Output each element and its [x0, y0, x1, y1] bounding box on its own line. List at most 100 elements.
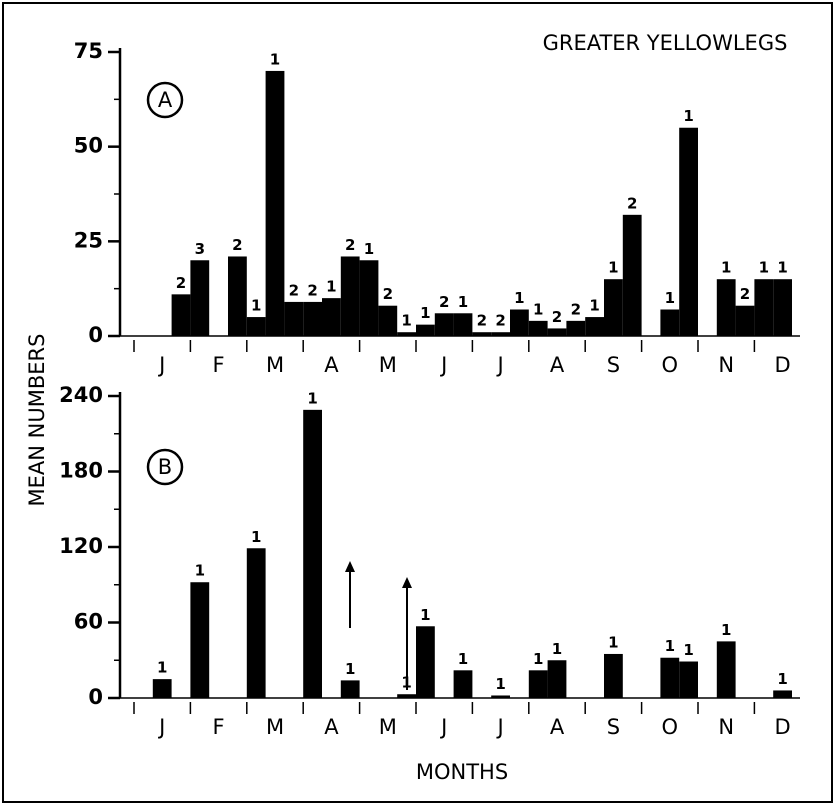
- sample-size-label: 1: [307, 389, 317, 407]
- bar: [284, 301, 304, 336]
- bar: [716, 641, 736, 698]
- bar: [152, 679, 172, 698]
- x-tick-label: A: [324, 353, 339, 377]
- sample-size-label: 1: [420, 304, 430, 322]
- bar: [604, 653, 623, 698]
- x-tick-label: J: [157, 353, 165, 377]
- sample-size-label: 3: [195, 240, 205, 258]
- x-axis-label: MONTHS: [416, 760, 508, 784]
- sample-size-label: 1: [495, 675, 505, 693]
- y-axis-label: MEAN NUMBERS: [25, 334, 49, 507]
- sample-size-label: 2: [439, 293, 449, 311]
- sample-size-label: 2: [289, 281, 299, 299]
- sample-size-label: 1: [533, 300, 543, 318]
- bar: [604, 279, 623, 336]
- sample-size-label: 2: [740, 285, 750, 303]
- bar: [171, 294, 191, 336]
- sample-size-label: 1: [533, 650, 543, 668]
- bar: [660, 657, 680, 698]
- sample-size-label: 1: [195, 562, 205, 580]
- bar: [528, 320, 548, 336]
- sample-size-label: 1: [251, 297, 261, 315]
- x-tick-label: F: [213, 353, 225, 377]
- sample-size-label: 1: [777, 670, 787, 688]
- sample-size-label: 1: [683, 107, 693, 125]
- y-tick-label: 60: [74, 610, 103, 634]
- x-tick-label: M: [379, 715, 397, 739]
- bar: [246, 548, 266, 698]
- bar: [660, 309, 680, 336]
- bar: [528, 670, 548, 698]
- x-tick-label: A: [324, 715, 339, 739]
- panel-label: B: [158, 455, 172, 479]
- sample-size-label: 1: [458, 650, 468, 668]
- bar: [322, 298, 341, 336]
- sample-size-label: 1: [608, 633, 618, 651]
- arrow: [402, 577, 412, 690]
- x-tick-label: J: [495, 353, 503, 377]
- sample-size-label: 1: [665, 289, 675, 307]
- y-tick-label: 25: [74, 228, 103, 252]
- panel-circle: [146, 81, 184, 119]
- y-tick-label: 75: [74, 39, 103, 63]
- sample-size-label: 1: [721, 259, 731, 277]
- sample-size-label: 1: [401, 674, 411, 692]
- bar: [453, 670, 473, 698]
- sample-size-label: 1: [759, 259, 769, 277]
- x-tick-label: O: [662, 353, 679, 377]
- x-tick-label: M: [266, 715, 284, 739]
- bar: [246, 317, 266, 336]
- x-tick-label: M: [266, 353, 284, 377]
- bar: [397, 694, 416, 698]
- x-tick-label: S: [607, 715, 620, 739]
- chart-title: GREATER YELLOWLEGS: [543, 31, 788, 55]
- bar: [585, 317, 604, 336]
- bar: [359, 260, 379, 336]
- bar: [190, 260, 210, 336]
- panel-circle: [146, 448, 184, 486]
- y-tick-label: 180: [59, 459, 103, 483]
- sample-size-label: 1: [345, 660, 355, 678]
- x-tick-label: J: [495, 715, 503, 739]
- x-tick-label: N: [718, 353, 734, 377]
- sample-size-label: 1: [721, 621, 731, 639]
- x-tick-label: A: [550, 353, 565, 377]
- sample-size-label: 2: [232, 236, 242, 254]
- x-tick-label: J: [439, 353, 447, 377]
- bar: [434, 313, 454, 336]
- bar: [228, 256, 247, 336]
- bar: [303, 301, 322, 336]
- bar: [679, 127, 698, 336]
- sample-size-label: 2: [383, 285, 393, 303]
- x-tick-label: D: [775, 715, 791, 739]
- x-tick-label: F: [213, 715, 225, 739]
- sample-size-label: 1: [270, 50, 280, 68]
- bar: [566, 320, 586, 336]
- sample-size-label: 1: [608, 259, 618, 277]
- sample-size-label: 1: [589, 297, 599, 315]
- arrow: [345, 561, 355, 628]
- sample-size-label: 2: [477, 312, 487, 330]
- x-tick-label: S: [607, 353, 620, 377]
- y-tick-label: 50: [74, 134, 103, 158]
- bar: [378, 305, 398, 336]
- bar: [773, 279, 792, 336]
- bar: [340, 256, 360, 336]
- y-tick-label: 240: [59, 383, 103, 407]
- x-tick-label: J: [439, 715, 447, 739]
- bar: [491, 695, 510, 698]
- bar: [754, 279, 774, 336]
- x-tick-label: O: [662, 715, 679, 739]
- bar: [416, 324, 435, 336]
- sample-size-label: 1: [157, 659, 167, 677]
- sample-size-label: 2: [307, 281, 317, 299]
- y-tick-label: 0: [88, 685, 103, 709]
- bar: [735, 305, 755, 336]
- x-tick-label: J: [157, 715, 165, 739]
- x-tick-label: A: [550, 715, 565, 739]
- bar: [190, 582, 210, 698]
- bar: [453, 313, 473, 336]
- x-tick-label: D: [775, 353, 791, 377]
